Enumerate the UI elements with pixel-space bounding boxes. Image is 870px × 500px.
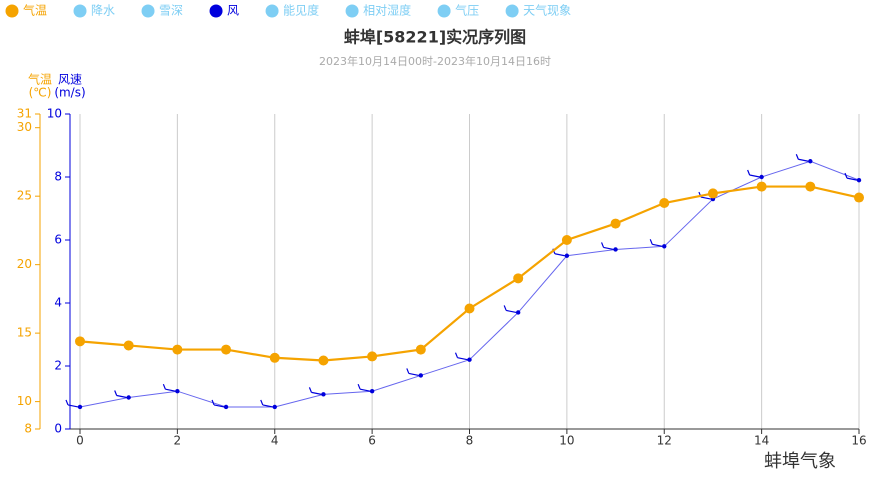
wind-barb — [114, 390, 127, 399]
wind-point — [223, 404, 229, 410]
x-tick-label: 14 — [754, 434, 769, 448]
wind-barb — [503, 305, 517, 314]
wind-point — [369, 389, 375, 394]
wind-barb — [162, 383, 176, 392]
chart-title: 蚌埠[58221]实况序列图 — [344, 28, 526, 47]
y-tick-label: 8 — [24, 422, 32, 436]
y2-axis-unit: (m/s) — [54, 86, 85, 100]
wind-barb — [649, 239, 663, 247]
temp-point — [221, 344, 232, 355]
y-tick-label: 10 — [17, 394, 32, 408]
wind-barb — [747, 169, 760, 178]
temp-point — [172, 344, 183, 355]
legend-label[interactable]: 风 — [227, 4, 239, 18]
wind-point — [467, 357, 472, 362]
x-tick-label: 10 — [559, 434, 574, 448]
x-tick-label: 16 — [851, 434, 866, 448]
wind-point — [272, 404, 277, 410]
y-tick-label: 20 — [17, 257, 32, 271]
temp-point — [805, 181, 816, 192]
temp-point — [707, 188, 718, 199]
temp-point — [561, 235, 572, 245]
y-tick-label: 15 — [17, 326, 32, 340]
legend-marker[interactable] — [345, 4, 359, 18]
y2-tick-label: 6 — [54, 233, 62, 247]
x-tick-label: 2 — [174, 434, 182, 448]
wind-point — [856, 177, 862, 183]
watermark: 蚌埠气象 — [764, 451, 836, 472]
wind-barb — [406, 368, 419, 377]
temp-point — [415, 344, 426, 355]
temp-point — [854, 192, 864, 203]
legend-label[interactable]: 能见度 — [283, 3, 319, 18]
wind-point — [564, 253, 570, 258]
legend-marker[interactable] — [73, 4, 87, 18]
wind-barb — [65, 399, 79, 408]
legend-marker[interactable] — [209, 4, 223, 18]
wind-barb — [844, 172, 858, 181]
x-tick-label: 12 — [657, 434, 672, 448]
y2-tick-label: 10 — [47, 107, 62, 121]
temp-point — [610, 218, 621, 229]
wind-point — [808, 159, 813, 164]
wind-point — [418, 373, 424, 378]
temp-point — [123, 340, 134, 351]
wind-point — [613, 247, 618, 252]
y2-tick-label: 2 — [54, 359, 62, 373]
temp-point — [659, 198, 670, 209]
wind-point — [126, 395, 131, 400]
y-tick-label: 25 — [17, 189, 32, 203]
legend-label[interactable]: 降水 — [91, 4, 115, 18]
wind-barb — [211, 399, 225, 408]
wind-point — [515, 310, 521, 315]
wind-barb — [601, 242, 614, 251]
legend-marker[interactable] — [437, 4, 451, 18]
legend-label[interactable]: 相对湿度 — [363, 3, 411, 18]
legend-marker[interactable] — [5, 4, 19, 18]
temp-point — [318, 355, 329, 366]
legend-marker[interactable] — [265, 4, 279, 18]
wind-point — [77, 404, 83, 410]
x-tick-label: 4 — [271, 434, 279, 448]
y2-tick-label: 8 — [54, 170, 62, 184]
wind-barb — [795, 154, 809, 162]
x-tick-label: 8 — [466, 434, 474, 448]
wind-barb — [357, 383, 371, 392]
x-tick-label: 0 — [76, 434, 84, 448]
wind-point — [321, 392, 326, 397]
y-axis-label: 气温 — [28, 72, 52, 87]
temp-point — [367, 351, 378, 362]
y-tick-label: 31 — [17, 107, 32, 121]
wind-barb — [454, 352, 468, 361]
y2-tick-label: 4 — [54, 296, 62, 310]
y2-tick-label: 0 — [54, 422, 62, 436]
legend-label[interactable]: 气温 — [23, 3, 47, 18]
legend-label[interactable]: 气压 — [455, 3, 479, 18]
temp-point — [464, 303, 475, 314]
temp-point — [75, 336, 85, 347]
legend-label[interactable]: 雪深 — [159, 4, 183, 18]
x-tick-label: 6 — [368, 434, 376, 448]
temp-point — [513, 273, 524, 284]
wind-point — [662, 244, 667, 249]
legend-marker[interactable] — [141, 4, 155, 18]
wind-point — [759, 174, 764, 180]
wind-barb — [260, 399, 273, 408]
y-tick-label: 30 — [17, 120, 32, 134]
wind-barb — [308, 387, 322, 395]
chart-subtitle: 2023年10月14日00时-2023年10月14日16时 — [319, 54, 551, 68]
wind-point — [175, 389, 180, 394]
y-axis-unit: (℃) — [29, 86, 52, 100]
y2-axis-label: 风速 — [58, 73, 82, 87]
temp-point — [756, 181, 767, 192]
temp-point — [269, 352, 280, 363]
legend-label[interactable]: 天气现象 — [523, 3, 571, 18]
legend-marker[interactable] — [505, 4, 519, 18]
